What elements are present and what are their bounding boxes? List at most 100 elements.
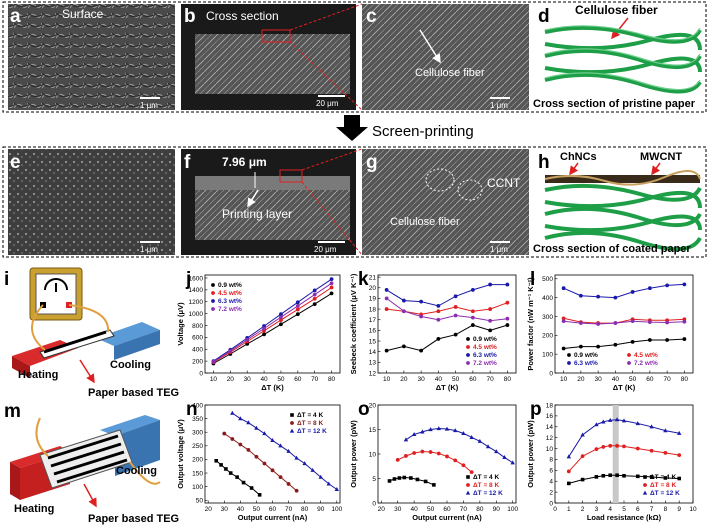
x-tick-label-l: 80 xyxy=(681,376,689,383)
y-tick-label-p: 18 xyxy=(546,402,554,409)
data-point-o-1 xyxy=(395,457,400,462)
y-tick-label-j: 600 xyxy=(192,335,203,342)
arrow-c xyxy=(419,29,441,64)
data-point-l-2 xyxy=(613,295,618,300)
panel-i: i Heating Cooling Paper based TEG xyxy=(4,267,179,399)
series-line-l-3 xyxy=(563,320,685,325)
data-point-j-3 xyxy=(245,337,250,342)
y-tick-label-n: 400 xyxy=(192,402,203,409)
data-point-o-2 xyxy=(510,460,515,465)
y-tick-label-k: 14 xyxy=(369,349,377,356)
legend-marker-p xyxy=(643,475,647,479)
y-tick-label-j: 1000 xyxy=(189,311,204,318)
x-tick-label-l: 50 xyxy=(629,376,637,383)
x-tick-label-l: 10 xyxy=(560,376,568,383)
x-tick-label-l: 70 xyxy=(664,376,672,383)
y-axis-label-j: Voltage (μV) xyxy=(176,302,185,346)
data-point-l-2 xyxy=(647,286,652,291)
panel-label-n: n xyxy=(186,399,198,420)
panel-label-f: f xyxy=(184,152,191,173)
data-point-o-2 xyxy=(411,432,417,436)
m-heating-side xyxy=(10,462,20,500)
zoom-line-f-top xyxy=(301,148,363,171)
legend-marker-p xyxy=(643,483,647,487)
data-point-n-2 xyxy=(230,410,235,415)
data-point-n-2 xyxy=(294,455,299,460)
data-point-j-2 xyxy=(329,277,334,282)
zoom-line-f-bottom xyxy=(301,181,363,256)
x-tick-label-l: 60 xyxy=(646,376,654,383)
data-point-n-2 xyxy=(286,448,291,453)
chart-l: 10 20 30 40 50 60 70 80 0 100 200 300 400 500 ΔT (K) Po… xyxy=(526,274,694,392)
data-point-o-0 xyxy=(432,483,436,487)
d-caption: Cross section of pristine paper xyxy=(533,98,696,110)
panel-g: g CCNT Cellulose fiber 1 μm xyxy=(362,149,529,255)
x-axis-label-k: ΔT (K) xyxy=(436,383,459,392)
scale-text-c: 1 μm xyxy=(490,101,508,110)
panel-label-i: i xyxy=(4,269,9,290)
y-tick-label-k: 18 xyxy=(369,306,377,313)
x-tick-label-j: 70 xyxy=(311,376,319,383)
data-point-n-0 xyxy=(235,475,239,479)
y-axis-label-k: Seebeck coefficient (μV K⁻¹) xyxy=(349,273,358,374)
x-tick-label-p: 9 xyxy=(677,506,681,513)
y-tick-label-k: 17 xyxy=(369,317,377,324)
x-tick-label-o: 40 xyxy=(411,506,419,513)
y-tick-label-p: 8 xyxy=(549,457,553,464)
m-wire-left xyxy=(35,417,49,457)
y-tick-label-n: 150 xyxy=(192,470,203,477)
x-tick-label-j: 80 xyxy=(328,376,336,383)
data-point-p-2 xyxy=(601,419,606,424)
y-tick-label-p: 10 xyxy=(546,446,554,453)
legend-label-l: 7.2 wt% xyxy=(634,360,658,367)
sem-image-c xyxy=(362,4,529,110)
scale-text-g: 1 μm xyxy=(490,245,508,254)
series-line-p-1 xyxy=(568,445,680,472)
data-point-p-1 xyxy=(622,444,626,449)
data-point-p-2 xyxy=(677,430,682,435)
i-heating-label: Heating xyxy=(18,369,58,381)
y-tick-label-k: 12 xyxy=(369,370,377,377)
x-tick-label-k: 10 xyxy=(383,376,391,383)
data-point-p-1 xyxy=(649,448,654,453)
sem-b-zoom-box xyxy=(261,29,291,43)
data-point-p-2 xyxy=(621,418,627,423)
data-point-j-0 xyxy=(295,312,300,317)
data-point-p-2 xyxy=(594,422,599,427)
x-tick-label-n: 90 xyxy=(317,506,325,513)
data-point-p-0 xyxy=(677,476,681,481)
data-point-n-2 xyxy=(262,431,267,436)
y-tick-label-j: 1200 xyxy=(189,299,204,306)
sem-image-a xyxy=(8,4,175,110)
data-point-o-1 xyxy=(445,454,449,459)
panel-label-g: g xyxy=(366,152,378,173)
data-point-n-0 xyxy=(241,480,246,485)
sem-f-zoom-box xyxy=(279,169,303,183)
data-point-k-3 xyxy=(470,315,475,320)
h-chncs-arrow xyxy=(569,162,579,176)
data-point-l-3 xyxy=(665,320,670,325)
data-point-k-3 xyxy=(488,318,493,323)
x-axis-label-l: ΔT (K) xyxy=(613,383,636,392)
panel-label-h: h xyxy=(538,152,550,173)
data-point-l-3 xyxy=(613,321,618,325)
panel-d: d Cellulose fiber Cross section of prist… xyxy=(533,3,702,110)
legend-marker-n xyxy=(290,421,294,425)
x-tick-label-k: 20 xyxy=(400,376,408,383)
y-tick-label-l: 0 xyxy=(549,370,553,377)
data-point-p-2 xyxy=(580,432,585,437)
data-point-p-1 xyxy=(635,446,640,451)
legend-label-l: 0.9 wt% xyxy=(574,352,598,359)
data-point-n-0 xyxy=(228,471,233,475)
series-line-p-2 xyxy=(568,419,680,457)
y-tick-label-k: 15 xyxy=(369,338,377,345)
d-fiber-arrow xyxy=(611,17,629,40)
sem-image-e xyxy=(8,149,175,255)
data-point-p-0 xyxy=(608,473,612,478)
legend-label-l: 6.3 wt% xyxy=(574,360,598,367)
sem-f-thickness: 7.96 μm xyxy=(222,155,267,169)
x-tick-label-n: 60 xyxy=(269,506,277,513)
x-tick-label-k: 80 xyxy=(504,376,512,383)
data-point-o-1 xyxy=(404,454,408,458)
